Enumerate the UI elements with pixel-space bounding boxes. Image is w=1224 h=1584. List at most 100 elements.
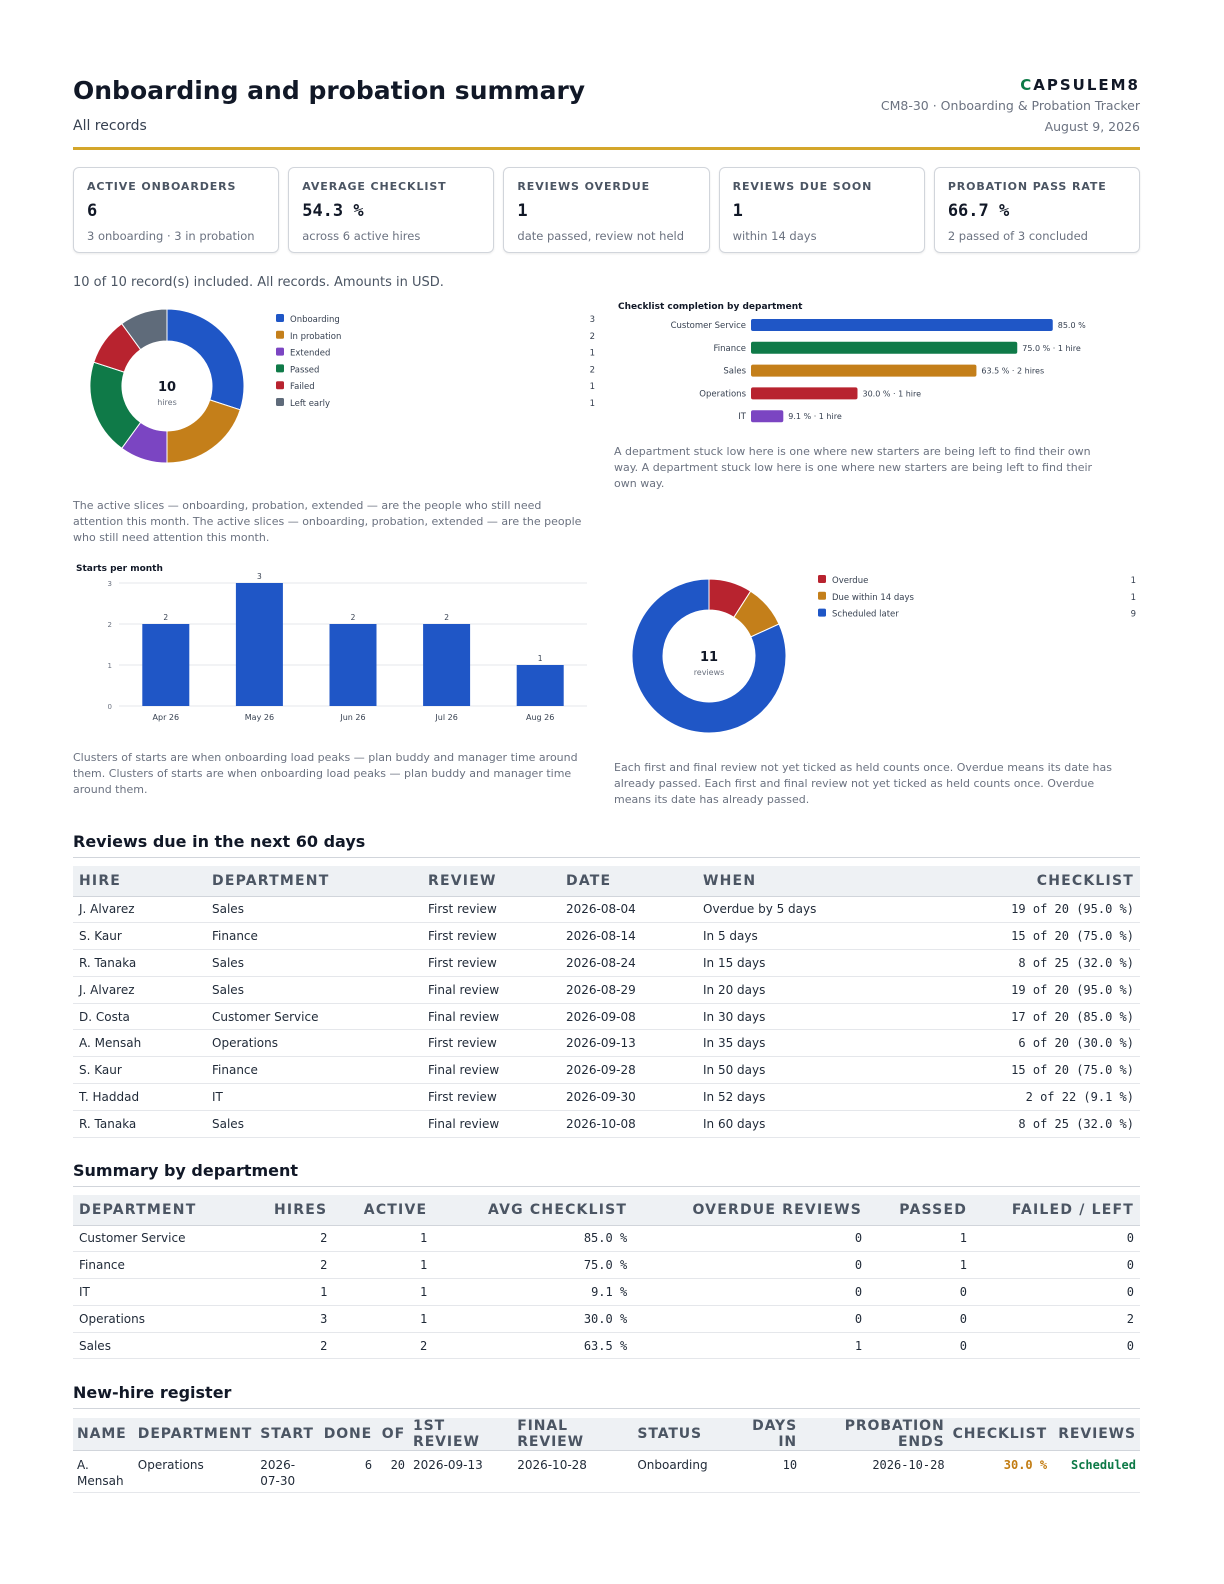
bar-sales — [751, 364, 977, 377]
brand-logo: CAPSULEM8 — [1020, 76, 1140, 94]
table-row: R. Tanaka Sales Final review 2026-10-08 In 6… — [73, 1110, 1140, 1138]
chart-title: Starts per month — [76, 564, 163, 574]
table-cell: 20 — [376, 1450, 410, 1493]
table-cell: J. Alvarez — [73, 896, 206, 924]
legend-value: 1 — [590, 382, 595, 392]
legend-swatch — [276, 364, 284, 373]
table-cell: 0 — [868, 1305, 974, 1333]
column-header: WHEN — [697, 866, 897, 897]
column-header: CHECKLIST — [897, 866, 1140, 897]
bar-apr-26 — [142, 624, 190, 706]
table-cell: 2 — [267, 1251, 334, 1280]
table-cell: 17 of 20 (85.0 %) — [897, 1003, 1140, 1031]
table-row: A. Mensah Operations First review 2026-09-1… — [73, 1029, 1140, 1058]
table-cell: 15 of 20 (75.0 %) — [897, 922, 1140, 951]
table-cell: 0 — [973, 1278, 1140, 1306]
table-row: J. Alvarez Sales First review 2026-08-04 Ove… — [73, 896, 1140, 924]
legend-value: 9 — [1131, 610, 1136, 620]
table-cell: 30.0 % — [433, 1305, 634, 1333]
table-cell: Final review — [422, 1003, 560, 1031]
legend-swatch — [818, 591, 826, 600]
table-cell: 0 — [868, 1278, 974, 1306]
table-row: R. Tanaka Sales First review 2026-08-24 In 1… — [73, 949, 1140, 977]
table-cell: 2026-10-28 — [801, 1450, 949, 1493]
bar-it — [751, 410, 784, 423]
table-cell: Finance — [73, 1251, 268, 1280]
x-tick-label: May 26 — [245, 713, 274, 722]
status-chart-note: The active slices — onboarding, probatio… — [73, 499, 582, 544]
kpi-label: PROBATION PASS RATE — [947, 180, 1107, 193]
table-cell: 2026-08-24 — [560, 949, 697, 977]
table-cell: 2026-09-13 — [409, 1450, 514, 1493]
table-cell: In 50 days — [697, 1056, 897, 1085]
table-cell: Customer Service — [73, 1225, 268, 1253]
legend-label: Left early — [290, 399, 330, 409]
department-checklist-chart: Checklist completion by department Custom… — [618, 302, 1086, 423]
table-row: Finance 2 1 75.0 % 0 1 0 — [73, 1251, 1140, 1280]
bar-value-label: 85.0 % — [1058, 321, 1086, 330]
table-cell: D. Costa — [73, 1003, 206, 1031]
table-cell: Final review — [422, 976, 560, 1004]
table-cell: 3 — [267, 1305, 334, 1333]
table-cell: First review — [422, 949, 560, 977]
legend-value: 1 — [590, 399, 595, 409]
bar-may-26 — [235, 583, 283, 706]
y-tick-label: 1 — [108, 662, 112, 670]
table-header-row: NAME DEPARTMENT START DONE OF 1ST REVIEW FINAL… — [73, 1418, 1140, 1451]
donut-slice-left-early — [121, 308, 168, 351]
table-cell: Operations — [73, 1305, 268, 1333]
legend-value: 2 — [590, 332, 595, 342]
kpi-card-probation-pass-rate: PROBATION PASS RATE 66.7 % 2 passed of 3… — [933, 167, 1141, 253]
kpi-label: REVIEWS DUE SOON — [732, 180, 873, 193]
legend-label: Due within 14 days — [832, 593, 915, 603]
legend-value: 1 — [590, 349, 595, 359]
bar-category-label: Sales — [723, 367, 746, 377]
reviews-table: HIRE DEPARTMENT REVIEW DATE WHEN CHECKLIST J.… — [73, 866, 1140, 1138]
reviews-donut-chart: 11 reviews Overdue 1 Due within 14 days 1 Sche… — [631, 575, 1136, 734]
legend-value: 1 — [1131, 593, 1136, 603]
bar-jul-26 — [423, 624, 471, 706]
table-cell: Sales — [206, 896, 422, 924]
donut-center-label: reviews — [694, 668, 725, 677]
bar-value-label: 1 — [538, 654, 543, 663]
column-header: PROBATION ENDS — [801, 1418, 949, 1451]
table-row: Customer Service 2 1 85.0 % 0 1 0 — [73, 1225, 1140, 1253]
table-cell: Finance — [206, 1056, 422, 1085]
bar-value-label: 3 — [257, 572, 262, 581]
table-cell: Final review — [422, 1110, 560, 1138]
department-chart-note: A department stuck low here is one where… — [614, 445, 1093, 490]
table-cell: First review — [422, 922, 560, 951]
bar-value-label: 2 — [351, 613, 356, 622]
table-row: D. Costa Customer Service Final review 2026… — [73, 1003, 1140, 1031]
column-header: CHECKLIST — [948, 1418, 1052, 1451]
table-cell: First review — [422, 896, 560, 924]
donut-center-label: hires — [157, 398, 177, 407]
table-cell: 2 of 22 (9.1 %) — [897, 1083, 1140, 1111]
legend-value: 3 — [590, 315, 595, 325]
column-header: 1ST REVIEW — [409, 1418, 514, 1451]
table-cell: 1 — [333, 1225, 434, 1253]
table-cell: 1 — [633, 1332, 869, 1360]
table-cell: 2026-09-30 — [560, 1083, 697, 1111]
table-cell: 85.0 % — [433, 1225, 634, 1253]
kpi-card-average-checklist: AVERAGE CHECKLIST 54.3 % across 6 active… — [288, 167, 495, 253]
table-cell: 6 — [318, 1450, 377, 1493]
kpi-row: ACTIVE ONBOARDERS 6 3 onboarding · 3 in … — [73, 167, 1141, 253]
legend-swatch — [818, 575, 826, 583]
legend-label: In probation — [290, 332, 341, 342]
table-cell: Sales — [206, 1110, 422, 1138]
table-row: J. Alvarez Sales Final review 2026-08-29 In … — [73, 976, 1140, 1004]
donut-slice-in-probation — [166, 399, 241, 464]
column-header: HIRE — [73, 866, 206, 897]
starts-per-month-chart: Starts per month 0 1 2 3 2 Apr 26 3 May 26 2 Jun 2… — [76, 564, 587, 722]
column-header: PASSED — [868, 1195, 974, 1226]
legend-swatch — [276, 347, 284, 356]
kpi-subtext: 2 passed of 3 concluded — [947, 229, 1088, 243]
y-tick-label: 3 — [108, 580, 112, 588]
table-cell: 2 — [333, 1332, 434, 1360]
bar-value-label: 30.0 % · 1 hire — [863, 389, 922, 398]
table-cell: J. Alvarez — [73, 976, 206, 1004]
table-cell: R. Tanaka — [73, 949, 206, 977]
table-cell: 0 — [868, 1332, 974, 1360]
kpi-value: 54.3 % — [302, 201, 364, 221]
